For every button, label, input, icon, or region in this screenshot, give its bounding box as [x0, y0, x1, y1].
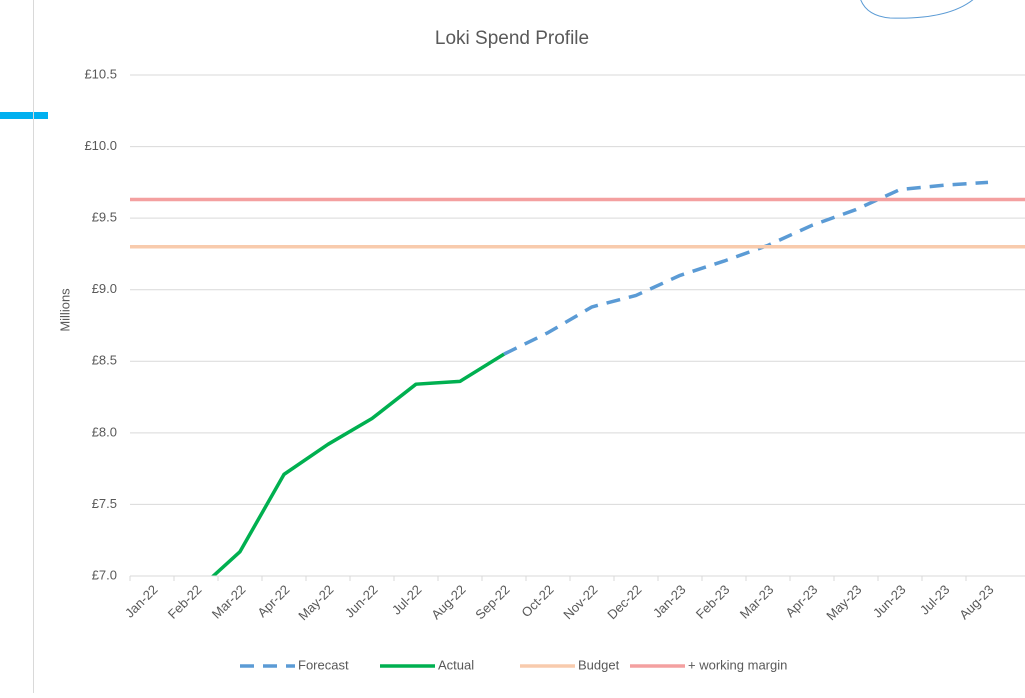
x-tick-label: Jan-22	[122, 582, 161, 621]
y-axis-label: Millions	[57, 288, 72, 332]
y-tick-label: £7.5	[92, 496, 117, 511]
chart-border	[34, 0, 1025, 693]
y-tick-label: £10.0	[84, 138, 117, 153]
legend-label: + working margin	[688, 657, 787, 672]
x-tick-label: May-22	[295, 582, 336, 623]
x-tick-label: Apr-22	[254, 582, 292, 620]
x-tick-label: Aug-22	[428, 582, 468, 622]
decor-circle	[860, 0, 975, 18]
x-tick-label: Jun-22	[342, 582, 381, 621]
x-tick-label: Jul-23	[917, 582, 953, 618]
x-tick-label: Mar-22	[209, 582, 249, 622]
legend-label: Forecast	[298, 657, 349, 672]
legend-label: Actual	[438, 657, 474, 672]
x-tick-label: Apr-23	[782, 582, 820, 620]
decor-bar	[0, 112, 48, 119]
x-tick-label: May-23	[823, 582, 864, 623]
chart-title: Loki Spend Profile	[435, 28, 589, 49]
y-tick-label: £9.0	[92, 281, 117, 296]
y-tick-label: £8.0	[92, 424, 117, 439]
x-tick-label: Jul-22	[389, 582, 425, 618]
x-tick-label: Oct-22	[518, 582, 556, 620]
x-tick-label: Aug-23	[956, 582, 996, 622]
y-tick-label: £7.0	[92, 567, 117, 582]
y-tick-label: £8.5	[92, 353, 117, 368]
x-tick-label: Jun-23	[870, 582, 909, 621]
y-tick-label: £9.5	[92, 210, 117, 225]
x-tick-label: Sep-22	[472, 582, 512, 622]
series-line	[504, 182, 988, 354]
x-tick-label: Feb-23	[693, 582, 733, 622]
x-tick-label: Nov-22	[560, 582, 600, 622]
plot-area	[130, 182, 1025, 633]
legend-label: Budget	[578, 657, 620, 672]
x-tick-label: Mar-23	[737, 582, 777, 622]
x-tick-label: Jan-23	[650, 582, 689, 621]
x-tick-label: Dec-22	[604, 582, 644, 622]
x-tick-label: Feb-22	[165, 582, 205, 622]
y-tick-label: £10.5	[84, 66, 117, 81]
